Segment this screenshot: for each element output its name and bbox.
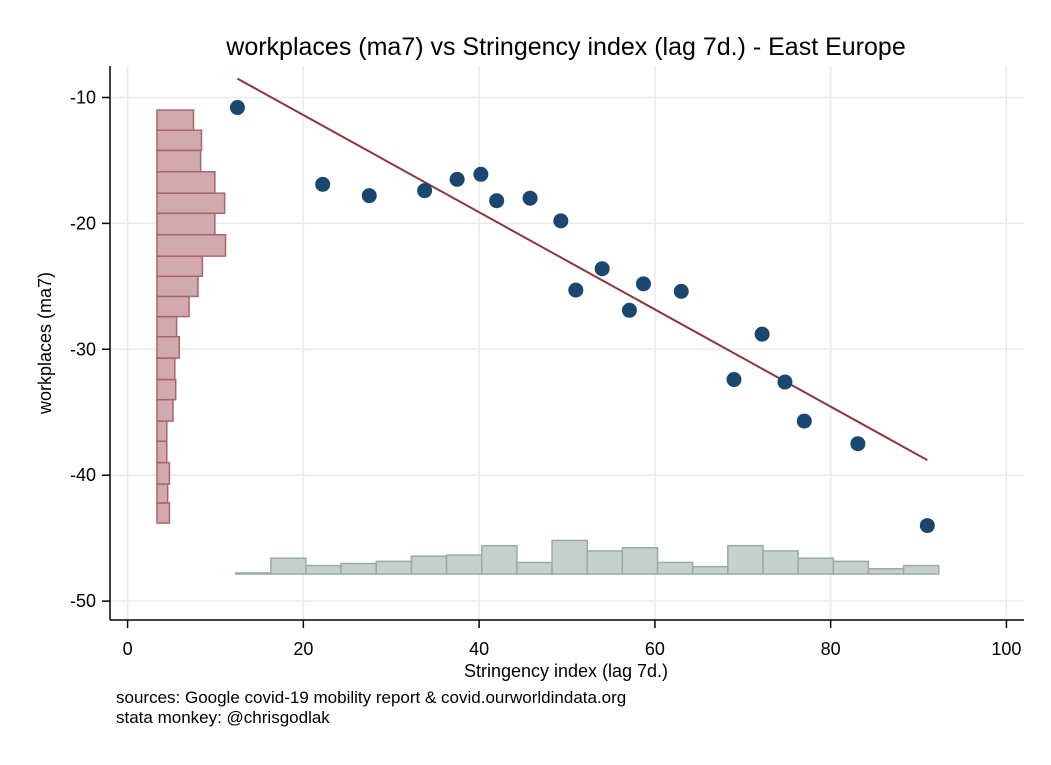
data-point bbox=[621, 302, 637, 318]
y-histogram-bar bbox=[156, 233, 227, 257]
x-histogram-bar bbox=[656, 561, 694, 575]
y-tick-label: -30 bbox=[70, 339, 96, 359]
y-histogram-bar bbox=[156, 109, 195, 131]
data-points bbox=[229, 100, 935, 534]
data-point bbox=[796, 413, 812, 429]
axes: 0 20 40 60 80 100 -10 -20 -30 -40 -50 bbox=[70, 66, 1024, 659]
y-histogram-bar bbox=[156, 440, 168, 464]
y-axis-label: workplaces (ma7) bbox=[35, 272, 55, 415]
x-histogram-bar bbox=[375, 560, 413, 575]
data-point bbox=[594, 261, 610, 277]
x-tick-label: 80 bbox=[821, 639, 841, 659]
y-histogram-bar bbox=[156, 378, 177, 401]
y-histogram-bar bbox=[156, 335, 180, 359]
x-histogram-bar bbox=[481, 544, 518, 575]
x-axis-label: Stringency index (lag 7d.) bbox=[464, 661, 668, 681]
source-notes: sources: Google covid-19 mobility report… bbox=[116, 688, 626, 728]
y-histogram-bar bbox=[156, 420, 168, 442]
chart-title: workplaces (ma7) vs Stringency index (la… bbox=[225, 33, 905, 61]
data-point bbox=[754, 326, 770, 342]
data-point bbox=[635, 276, 651, 292]
x-tick-label: 100 bbox=[991, 639, 1021, 659]
y-histogram-bar bbox=[156, 129, 203, 152]
fit-line-group bbox=[236, 77, 928, 461]
data-point bbox=[777, 374, 793, 390]
x-histogram-bar bbox=[410, 555, 448, 575]
data-point bbox=[361, 188, 377, 204]
y-histogram-bar bbox=[156, 192, 226, 215]
y-histogram-bar bbox=[156, 212, 216, 236]
x-histogram-bar bbox=[762, 550, 799, 575]
data-point bbox=[553, 213, 569, 229]
y-histogram bbox=[156, 109, 227, 524]
data-point bbox=[726, 372, 742, 388]
y-histogram-bar bbox=[156, 483, 169, 504]
data-point bbox=[568, 282, 584, 298]
y-tick-label: -20 bbox=[70, 213, 96, 233]
fit-line bbox=[236, 77, 928, 461]
x-histogram-bar bbox=[691, 565, 729, 575]
y-tick-label: -40 bbox=[70, 465, 96, 485]
data-point bbox=[449, 171, 465, 187]
data-point bbox=[673, 283, 689, 299]
y-histogram-bar bbox=[156, 502, 171, 524]
x-histogram-bar bbox=[727, 544, 764, 575]
x-histogram-bar bbox=[516, 561, 553, 575]
data-point bbox=[919, 518, 935, 534]
x-histogram-bar bbox=[340, 562, 378, 575]
x-histogram-bar bbox=[621, 547, 659, 575]
x-tick-label: 0 bbox=[123, 639, 133, 659]
x-histogram-bar bbox=[445, 554, 483, 575]
y-histogram-bar bbox=[156, 275, 199, 298]
data-point bbox=[473, 166, 489, 182]
x-histogram-bar bbox=[234, 572, 272, 575]
y-tick-label: -50 bbox=[70, 591, 96, 611]
x-tick-label: 20 bbox=[293, 639, 313, 659]
y-histogram-bar bbox=[156, 171, 216, 194]
y-histogram-bar bbox=[156, 461, 171, 485]
y-histogram-bar bbox=[156, 357, 176, 381]
x-tick-label: 40 bbox=[469, 639, 489, 659]
x-histogram-bar bbox=[305, 564, 342, 575]
data-point bbox=[522, 190, 538, 206]
y-histogram-bar bbox=[156, 295, 190, 318]
data-point bbox=[417, 183, 433, 199]
data-point bbox=[489, 193, 505, 209]
y-histogram-bar bbox=[156, 315, 178, 338]
y-histogram-bar bbox=[156, 149, 202, 173]
x-histogram-bar bbox=[551, 539, 588, 575]
x-histogram-bar bbox=[902, 564, 940, 575]
x-histogram-bar bbox=[867, 568, 905, 575]
x-tick-label: 60 bbox=[645, 639, 665, 659]
data-point bbox=[315, 176, 331, 192]
grid-lines bbox=[110, 66, 1024, 620]
x-histogram-bar bbox=[797, 557, 835, 575]
y-histogram-bar bbox=[156, 398, 174, 422]
data-point bbox=[850, 436, 866, 452]
x-histogram-bar bbox=[270, 557, 307, 575]
y-histogram-bar bbox=[156, 255, 204, 278]
sources-note: sources: Google covid-19 mobility report… bbox=[116, 688, 627, 707]
data-point bbox=[229, 100, 245, 116]
author-note: stata monkey: @chrisgodlak bbox=[116, 708, 330, 727]
x-histogram-bar bbox=[832, 560, 870, 575]
x-histogram bbox=[234, 539, 940, 575]
x-histogram-bar bbox=[586, 550, 624, 575]
y-tick-label: -10 bbox=[70, 87, 96, 107]
